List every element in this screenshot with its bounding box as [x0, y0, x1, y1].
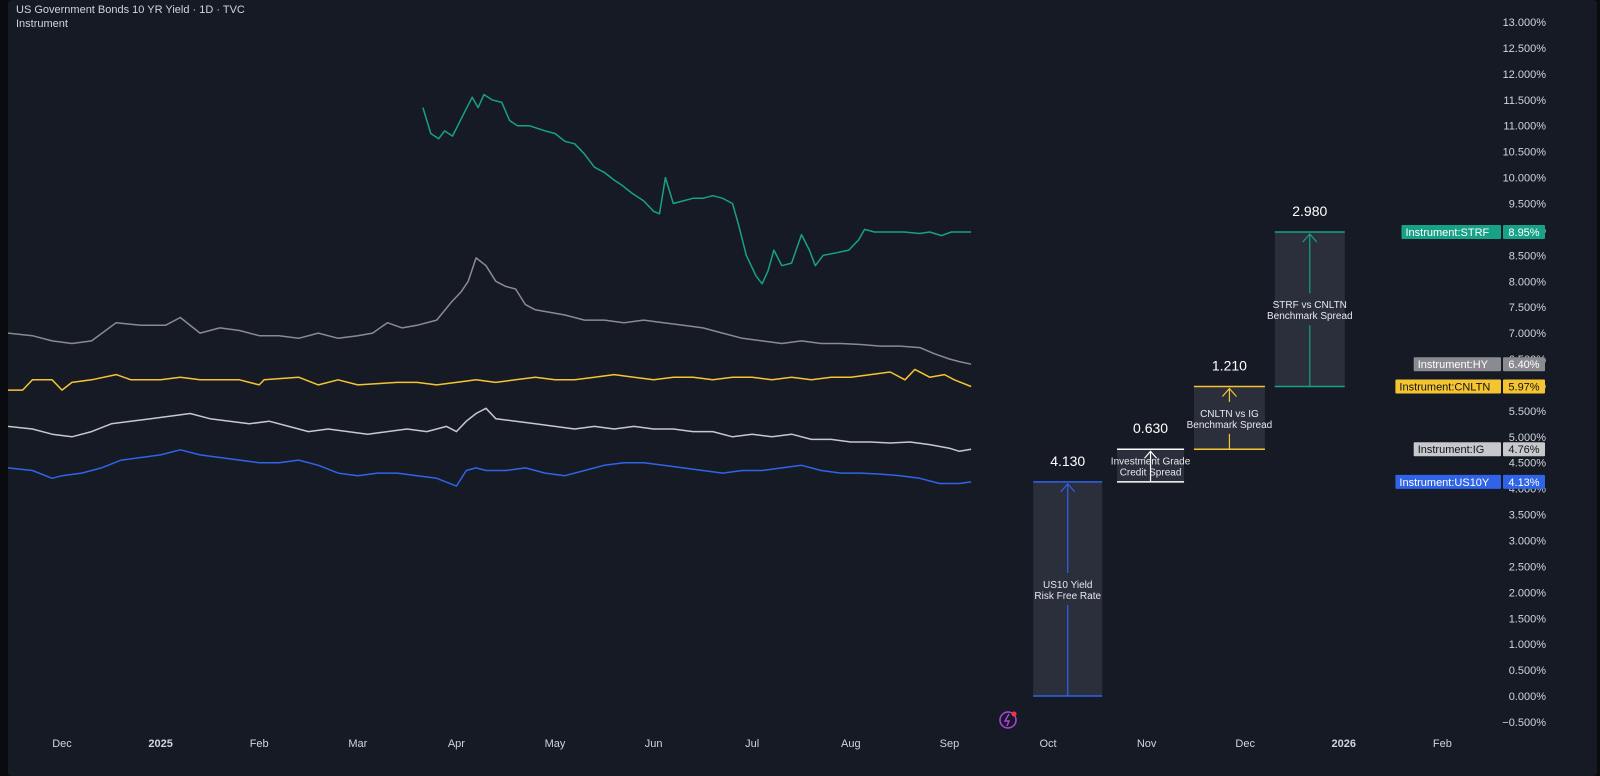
series-name-tag: Instrument:US10Y: [1399, 477, 1490, 489]
series-name-tag-bg: [1413, 442, 1501, 457]
spread-arrow-head-ig: [1144, 450, 1157, 459]
series-name-tag: Instrument:CNLTN: [1399, 382, 1490, 394]
spread-label-line1-cnltn: CNLTN vs IG: [1200, 409, 1259, 420]
series-value-tag-bg: [1503, 379, 1545, 394]
series-value-tag: 4.13%: [1508, 477, 1539, 489]
x-tick-label: 2026: [1332, 738, 1356, 750]
spread-label-line2-cnltn: Benchmark Spread: [1187, 420, 1273, 431]
series-value-tag: 4.76%: [1508, 444, 1539, 456]
series-value-tag-bg: [1503, 474, 1545, 489]
series-name-tag-bg: [1401, 224, 1501, 239]
spread-label-line2-ig: Credit Spread: [1120, 468, 1182, 479]
spread-value-cnltn: 1.210: [1212, 358, 1247, 374]
y-tick-label: 8.000%: [1509, 276, 1547, 288]
y-tick-label: 3.500%: [1509, 510, 1547, 522]
spread-label-line1-ig: Investment Grade: [1111, 457, 1191, 468]
y-tick-label: 12.000%: [1503, 69, 1547, 81]
series-value-tag: 5.97%: [1508, 382, 1539, 394]
x-tick-label: Dec: [52, 738, 72, 750]
x-tick-label: Feb: [250, 738, 269, 750]
spread-value-us10: 4.130: [1050, 453, 1085, 469]
spread-arrow-head-us10: [1060, 482, 1076, 493]
y-tick-label: 10.500%: [1503, 147, 1547, 159]
tradingview-logo-icon[interactable]: [999, 711, 1017, 729]
x-tick-label: Oct: [1039, 738, 1056, 750]
series-line-ig[interactable]: [8, 407, 972, 453]
x-tick-label: Dec: [1235, 738, 1255, 750]
spread-label-line1-strf: STRF vs CNLTN: [1273, 300, 1347, 311]
x-tick-label: Jun: [645, 738, 663, 750]
series-line-strf[interactable]: [422, 93, 972, 285]
chart-title: US Government Bonds 10 YR Yield · 1D · T…: [16, 4, 245, 16]
x-tick-label: Aug: [841, 738, 861, 750]
x-tick-label: Mar: [348, 738, 367, 750]
y-tick-label: 7.000%: [1509, 328, 1547, 340]
series-name-tag: Instrument:IG: [1418, 444, 1485, 456]
series-line-cnltn[interactable]: [8, 368, 972, 391]
x-tick-label: May: [545, 738, 566, 750]
y-tick-label: 5.500%: [1509, 406, 1547, 418]
spread-arrow-head-cnltn: [1221, 387, 1237, 397]
spread-label-line2-strf: Benchmark Spread: [1267, 311, 1353, 322]
x-tick-label: Jul: [745, 738, 759, 750]
y-tick-label: 2.500%: [1509, 561, 1547, 573]
y-tick-label: 10.000%: [1503, 173, 1547, 185]
spread-arrow-head-strf: [1302, 233, 1318, 243]
series-value-tag-bg: [1503, 442, 1545, 457]
y-tick-label: 13.000%: [1503, 17, 1547, 29]
series-value-tag-bg: [1503, 357, 1545, 372]
x-tick-label: Feb: [1433, 738, 1452, 750]
y-tick-label: 11.000%: [1503, 121, 1546, 133]
series-name-tag-bg: [1395, 474, 1501, 489]
series-name-tag: Instrument:STRF: [1406, 227, 1490, 239]
series-line-us10y[interactable]: [8, 449, 972, 487]
y-tick-label: 0.000%: [1509, 691, 1547, 703]
x-tick-label: 2025: [148, 738, 172, 750]
y-tick-label: 11.500%: [1503, 95, 1546, 107]
y-tick-label: −0.500%: [1502, 717, 1546, 729]
y-tick-label: 9.500%: [1509, 198, 1547, 210]
y-tick-label: 12.500%: [1503, 43, 1547, 55]
spread-label-line2-us10: Risk Free Rate: [1034, 591, 1101, 602]
series-line-hy[interactable]: [8, 257, 972, 365]
y-tick-label: 7.500%: [1509, 302, 1547, 314]
chart-frame[interactable]: US Government Bonds 10 YR Yield · 1D · T…: [8, 0, 1597, 776]
x-tick-label: Apr: [448, 738, 465, 750]
series-name-tag: Instrument:HY: [1418, 359, 1489, 371]
series-value-tag-bg: [1503, 224, 1545, 239]
series-name-tag-bg: [1413, 357, 1501, 372]
x-tick-label: Sep: [940, 738, 960, 750]
chart-subtitle: Instrument: [16, 18, 68, 30]
series-name-tag-bg: [1395, 379, 1501, 394]
y-tick-label: 4.500%: [1509, 458, 1547, 470]
spread-value-ig: 0.630: [1133, 420, 1168, 436]
spread-label-line1-us10: US10 Yield: [1043, 580, 1092, 591]
y-tick-label: 1.000%: [1509, 639, 1547, 651]
y-tick-label: 8.500%: [1509, 250, 1547, 262]
x-tick-label: Nov: [1137, 738, 1157, 750]
spread-value-strf: 2.980: [1292, 203, 1327, 219]
y-tick-label: 1.500%: [1509, 613, 1547, 625]
y-tick-label: 2.000%: [1509, 587, 1547, 599]
y-tick-label: 0.500%: [1509, 665, 1547, 677]
series-value-tag: 8.95%: [1508, 227, 1539, 239]
y-tick-label: 5.000%: [1509, 432, 1547, 444]
series-value-tag: 6.40%: [1508, 359, 1539, 371]
y-tick-label: 3.000%: [1509, 536, 1547, 548]
